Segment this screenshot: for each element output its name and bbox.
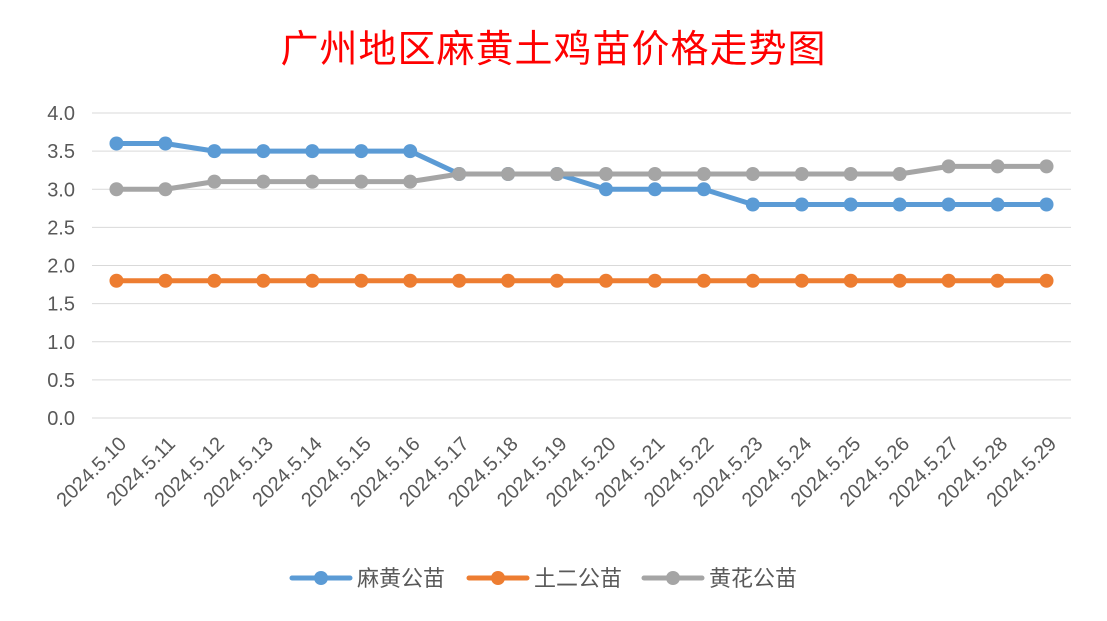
y-tick-label: 1.0	[47, 332, 75, 354]
legend-swatch-marker	[666, 571, 680, 585]
data-point	[452, 273, 467, 288]
chart-title: 广州地区麻黄土鸡苗价格走势图	[280, 27, 827, 71]
y-tick-label: 2.5	[47, 217, 75, 239]
data-point	[501, 273, 516, 288]
legend-item: 黄花公苗	[641, 566, 797, 591]
data-point	[305, 273, 320, 288]
y-tick-label: 3.5	[47, 141, 75, 163]
data-point	[892, 167, 907, 181]
data-point	[843, 197, 858, 212]
data-point	[745, 167, 760, 181]
data-point	[305, 144, 320, 159]
data-point	[256, 273, 271, 288]
data-point	[207, 273, 222, 288]
data-point	[158, 136, 173, 151]
data-point	[990, 273, 1005, 288]
data-point	[794, 167, 809, 181]
data-point	[598, 182, 613, 197]
data-point	[696, 167, 711, 181]
legend-item: 土二公苗	[466, 566, 622, 591]
y-axis-ticks: 0.0 0.5 1.0 1.5 2.0 2.5 3.0 3.5 4.0	[47, 103, 75, 430]
data-point	[109, 136, 124, 151]
grid-lines	[92, 112, 1071, 419]
data-point	[501, 167, 516, 181]
legend-label: 麻黄公苗	[357, 566, 445, 591]
data-point	[941, 273, 956, 288]
legend-label: 土二公苗	[534, 566, 622, 591]
data-point	[109, 273, 124, 288]
data-point	[892, 273, 907, 288]
y-tick-label: 3.0	[47, 179, 75, 201]
data-point	[305, 174, 320, 189]
series-lines	[109, 136, 1054, 288]
data-point	[550, 273, 565, 288]
series-line	[113, 163, 1050, 192]
data-point	[794, 197, 809, 212]
legend: 麻黄公苗 土二公苗 黄花公苗	[289, 566, 797, 591]
data-point	[109, 182, 124, 197]
data-point	[696, 182, 711, 197]
data-point	[745, 273, 760, 288]
data-point	[647, 273, 662, 288]
data-point	[941, 159, 956, 174]
data-point	[256, 174, 271, 189]
data-point	[598, 167, 613, 181]
data-point	[1039, 159, 1054, 174]
data-point	[598, 273, 613, 288]
legend-swatch-marker	[314, 571, 328, 585]
data-point	[403, 273, 418, 288]
x-axis-ticks: 2024.5.102024.5.112024.5.122024.5.132024…	[53, 433, 1062, 511]
data-point	[647, 182, 662, 197]
data-point	[794, 273, 809, 288]
data-point	[354, 144, 369, 159]
data-point	[843, 167, 858, 181]
data-point	[403, 144, 418, 159]
data-point	[550, 167, 565, 181]
data-point	[941, 197, 956, 212]
data-point	[452, 167, 467, 181]
data-point	[745, 197, 760, 212]
data-point	[354, 273, 369, 288]
data-point	[158, 182, 173, 197]
data-point	[256, 144, 271, 159]
y-tick-label: 4.0	[47, 103, 75, 125]
data-point	[158, 273, 173, 288]
legend-item: 麻黄公苗	[289, 566, 445, 591]
series-3	[109, 159, 1054, 197]
data-point	[1039, 273, 1054, 288]
data-point	[1039, 197, 1054, 212]
data-point	[990, 159, 1005, 174]
y-tick-label: 0.0	[47, 408, 75, 430]
data-point	[696, 273, 711, 288]
data-point	[990, 197, 1005, 212]
data-point	[354, 174, 369, 189]
series-2	[109, 273, 1054, 288]
y-tick-label: 0.5	[47, 370, 75, 392]
legend-swatch-marker	[491, 571, 505, 585]
data-point	[647, 167, 662, 181]
data-point	[403, 174, 418, 189]
data-point	[892, 197, 907, 212]
legend-label: 黄花公苗	[709, 566, 797, 591]
data-point	[207, 174, 222, 189]
series-line	[113, 141, 1050, 207]
data-point	[207, 144, 222, 159]
y-tick-label: 1.5	[47, 294, 75, 316]
y-tick-label: 2.0	[47, 256, 75, 278]
data-point	[843, 273, 858, 288]
